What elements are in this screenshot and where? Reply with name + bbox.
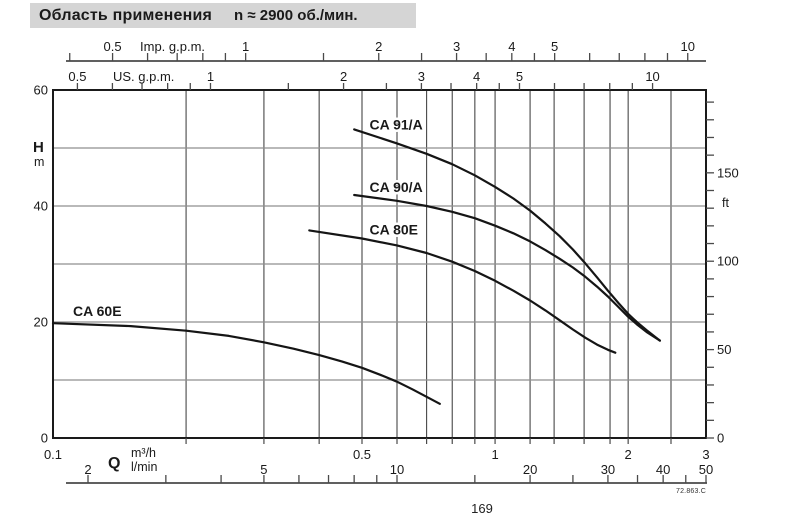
head-m-tick-label: 40 bbox=[34, 199, 48, 214]
q-lmin-tick-label: 5 bbox=[260, 462, 267, 477]
curve-label-ca-90-a: CA 90/A bbox=[370, 179, 423, 195]
curve-label-ca-60e: CA 60E bbox=[73, 303, 122, 319]
curve-ca-90-a bbox=[353, 193, 662, 342]
q-m3h-unit-label: m³/h bbox=[131, 446, 156, 460]
imp-gpm-tick-label: 10 bbox=[680, 39, 694, 54]
head-m-unit-label: m bbox=[34, 155, 44, 169]
imp-gpm-tick-label: 0.5 bbox=[104, 39, 122, 54]
head-ft-tick-label: 0 bbox=[717, 431, 724, 446]
curve-label-ca-80e: CA 80E bbox=[370, 221, 419, 237]
imp-gpm-tick-label: 3 bbox=[453, 39, 460, 54]
us-gpm-axis-title: US. g.p.m. bbox=[113, 69, 174, 84]
us-gpm-tick-label: 4 bbox=[473, 69, 480, 84]
page-title: Область применения bbox=[39, 6, 213, 24]
title-bar: Область применения n ≈ 2900 об./мин. bbox=[30, 3, 416, 28]
q-lmin-unit-label: l/min bbox=[131, 460, 157, 474]
curve-ca-60e bbox=[51, 322, 441, 405]
q-lmin-tick-label: 40 bbox=[656, 462, 670, 477]
head-ft-unit-label: ft bbox=[722, 196, 729, 210]
q-m3h-tick-label: 0.5 bbox=[353, 447, 371, 462]
q-m3h-tick-label: 2 bbox=[625, 447, 632, 462]
q-m3h-tick-label: 3 bbox=[702, 447, 709, 462]
head-ft-tick-label: 100 bbox=[717, 254, 739, 269]
q-lmin-tick-label: 2 bbox=[84, 462, 91, 477]
us-gpm-tick-label: 5 bbox=[516, 69, 523, 84]
q-lmin-tick-label: 20 bbox=[523, 462, 537, 477]
page-number: 169 bbox=[471, 501, 493, 516]
curve-label-ca-91-a: CA 91/A bbox=[370, 116, 423, 132]
curve-ca-80e bbox=[308, 229, 617, 354]
q-lmin-tick-label: 30 bbox=[601, 462, 615, 477]
head-ft-tick-label: 50 bbox=[717, 342, 731, 357]
us-gpm-tick-label: 1 bbox=[207, 69, 214, 84]
us-gpm-tick-label: 0.5 bbox=[68, 69, 86, 84]
q-m3h-tick-label: 0.1 bbox=[44, 447, 62, 462]
imp-gpm-tick-label: 1 bbox=[242, 39, 249, 54]
imp-gpm-tick-label: 2 bbox=[375, 39, 382, 54]
us-gpm-tick-label: 2 bbox=[340, 69, 347, 84]
imp-gpm-tick-label: 5 bbox=[551, 39, 558, 54]
us-gpm-tick-label: 3 bbox=[418, 69, 425, 84]
head-axis-title: H bbox=[33, 139, 44, 156]
drawing-reference: 72.863.C bbox=[675, 488, 706, 495]
q-lmin-tick-label: 50 bbox=[699, 462, 713, 477]
imp-gpm-tick-label: 4 bbox=[508, 39, 515, 54]
us-gpm-tick-label: 10 bbox=[645, 69, 659, 84]
head-m-tick-label: 60 bbox=[34, 83, 48, 98]
imp-gpm-axis-title: Imp. g.p.m. bbox=[140, 39, 205, 54]
head-m-tick-label: 20 bbox=[34, 315, 48, 330]
q-lmin-tick-label: 10 bbox=[390, 462, 404, 477]
curve-ca-91-a bbox=[353, 128, 662, 342]
head-m-tick-label: 0 bbox=[41, 431, 48, 446]
q-axis-title: Q bbox=[108, 455, 120, 472]
plot-border bbox=[52, 89, 707, 439]
speed-note: n ≈ 2900 об./мин. bbox=[234, 7, 358, 24]
q-m3h-tick-label: 1 bbox=[491, 447, 498, 462]
head-ft-tick-label: 150 bbox=[717, 165, 739, 180]
